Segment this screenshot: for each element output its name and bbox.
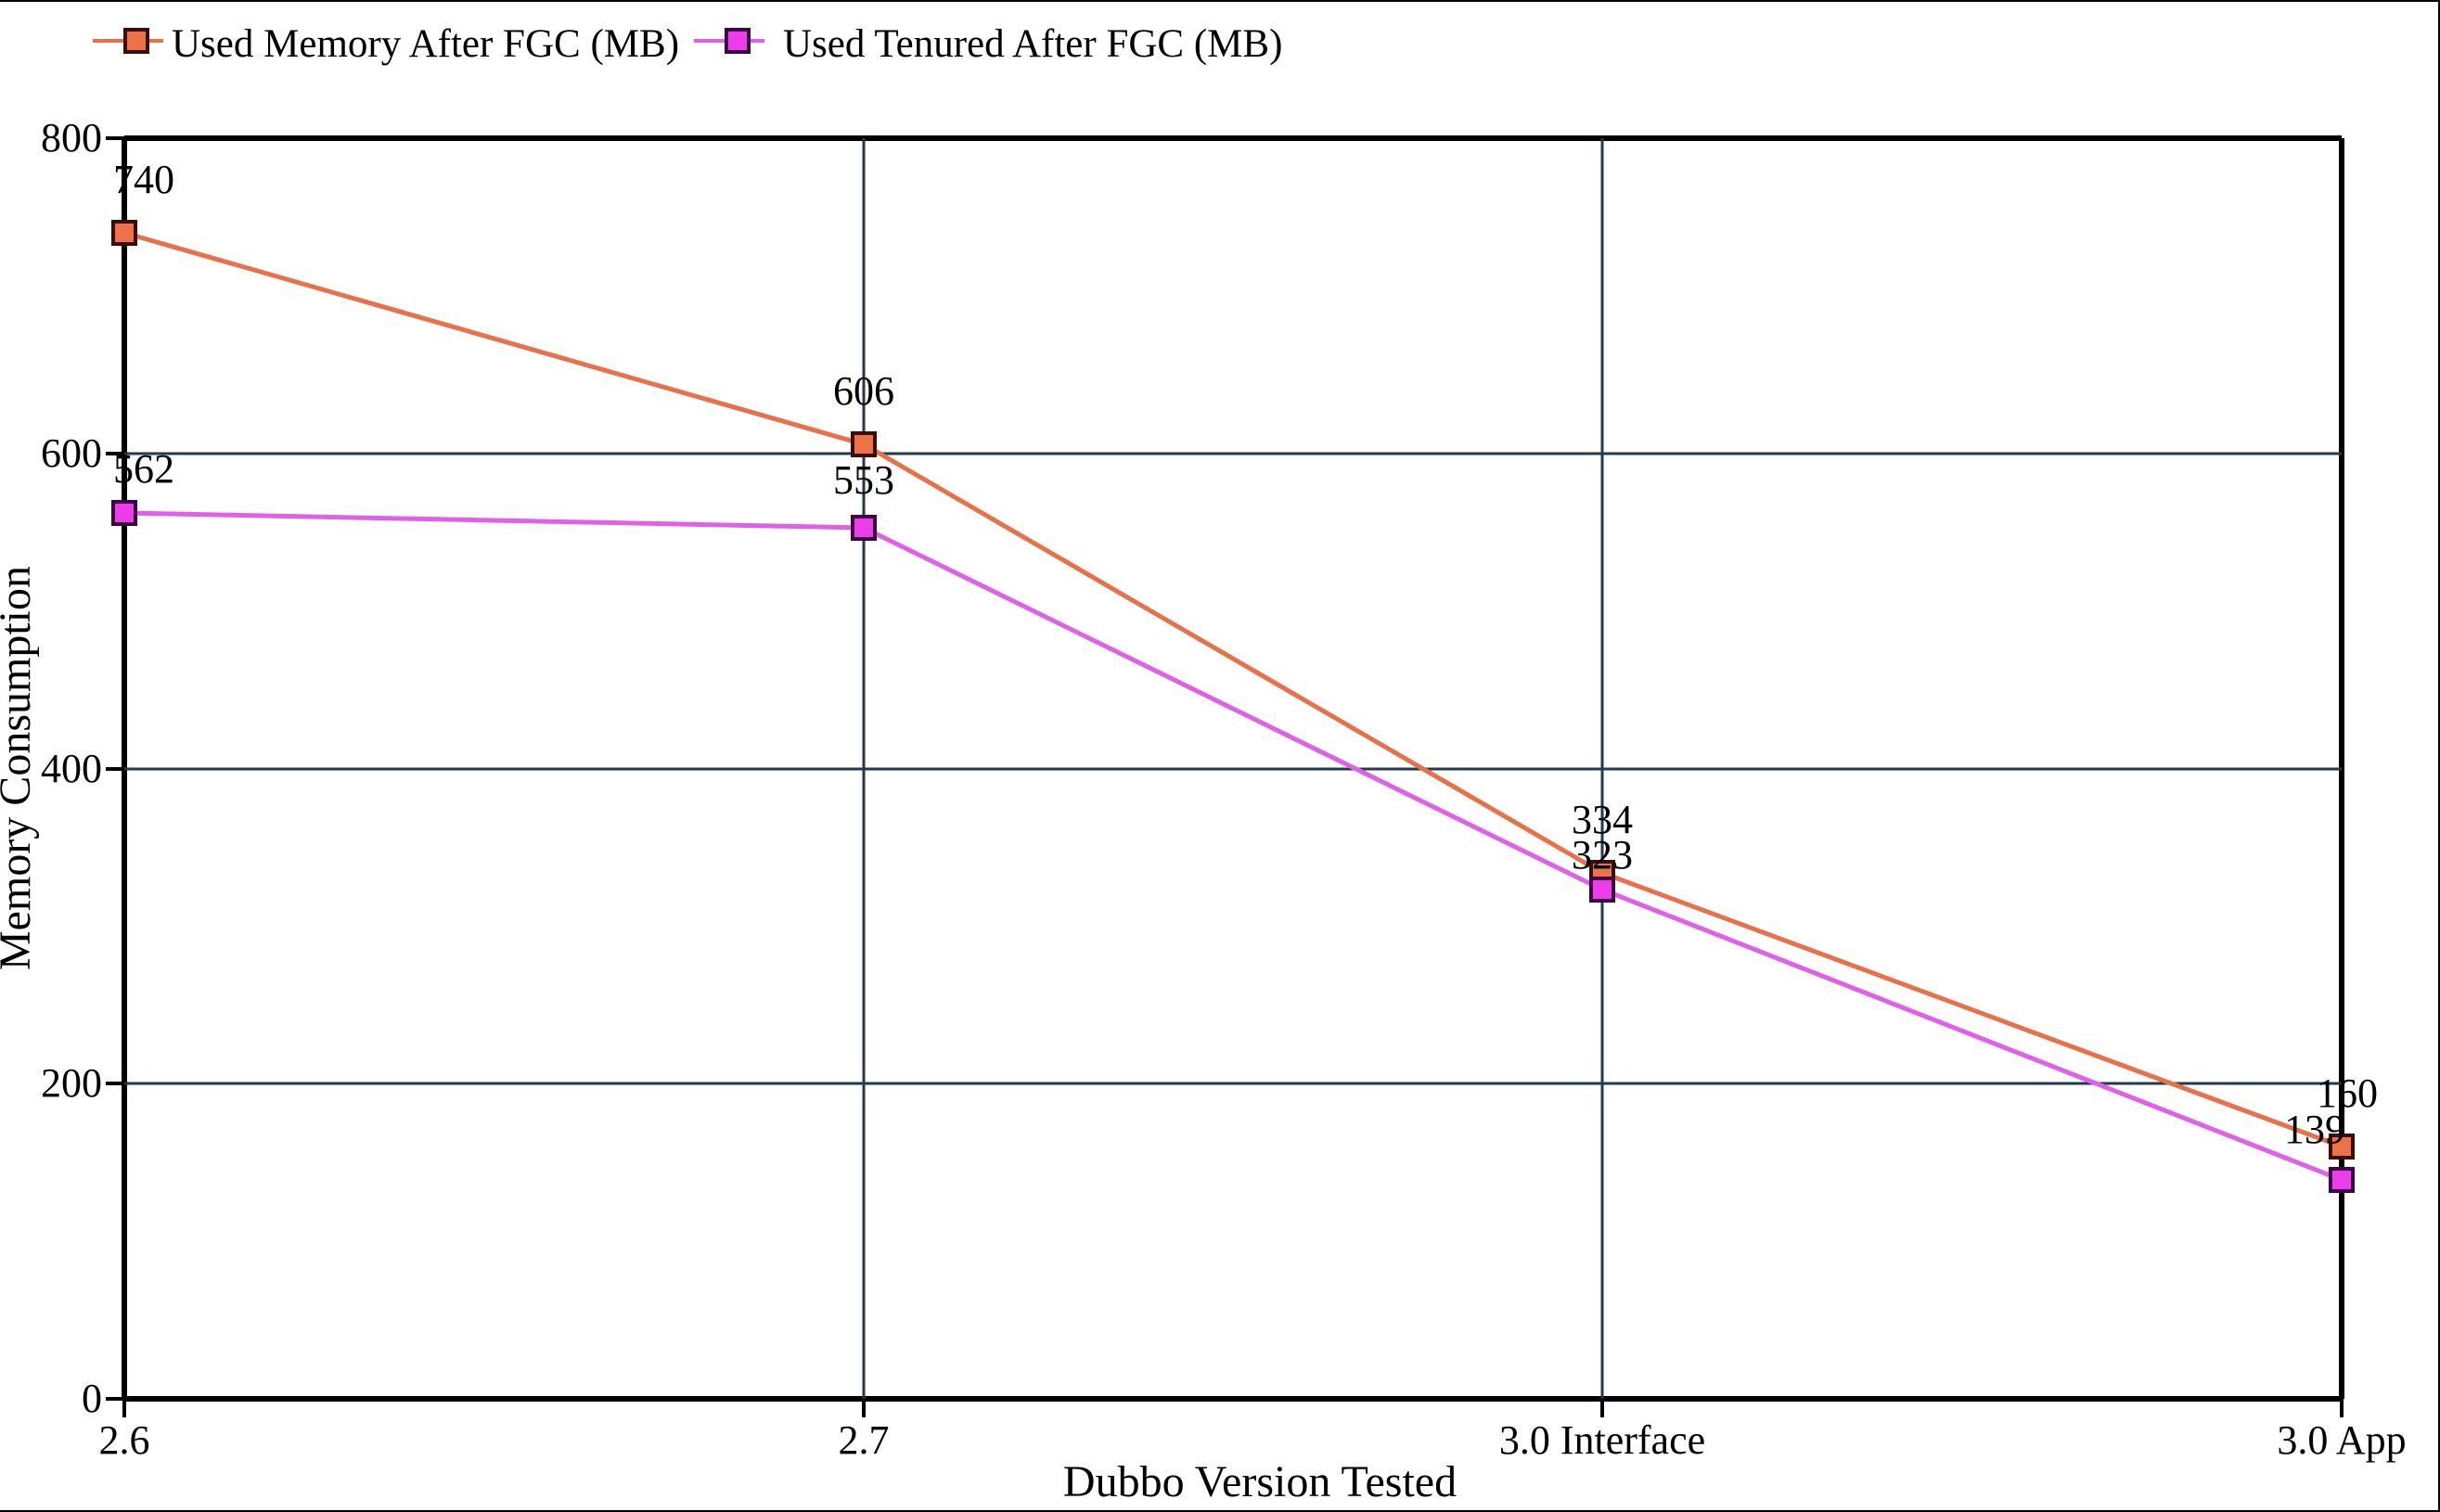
svg-text:2.6: 2.6 [99, 1417, 150, 1463]
svg-text:800: 800 [41, 115, 102, 160]
svg-text:553: 553 [833, 457, 894, 503]
svg-text:606: 606 [833, 368, 894, 414]
svg-text:0: 0 [82, 1376, 102, 1421]
svg-text:139: 139 [2284, 1107, 2345, 1152]
svg-text:400: 400 [41, 746, 102, 791]
svg-text:600: 600 [41, 430, 102, 476]
svg-text:323: 323 [1572, 832, 1633, 878]
svg-text:Dubbo Version Tested: Dubbo Version Tested [1063, 1457, 1457, 1506]
svg-text:Used Tenured After FGC (MB): Used Tenured After FGC (MB) [783, 22, 1282, 66]
svg-text:3.0 App: 3.0 App [2277, 1417, 2406, 1463]
svg-text:2.7: 2.7 [839, 1417, 890, 1463]
svg-text:740: 740 [113, 157, 174, 202]
svg-text:Used Memory After FGC (MB): Used Memory After FGC (MB) [172, 22, 679, 66]
svg-text:562: 562 [113, 446, 174, 492]
svg-text:Memory Consumption: Memory Consumption [0, 566, 40, 970]
svg-text:200: 200 [41, 1060, 102, 1106]
svg-text:3.0 Interface: 3.0 Interface [1499, 1417, 1705, 1463]
